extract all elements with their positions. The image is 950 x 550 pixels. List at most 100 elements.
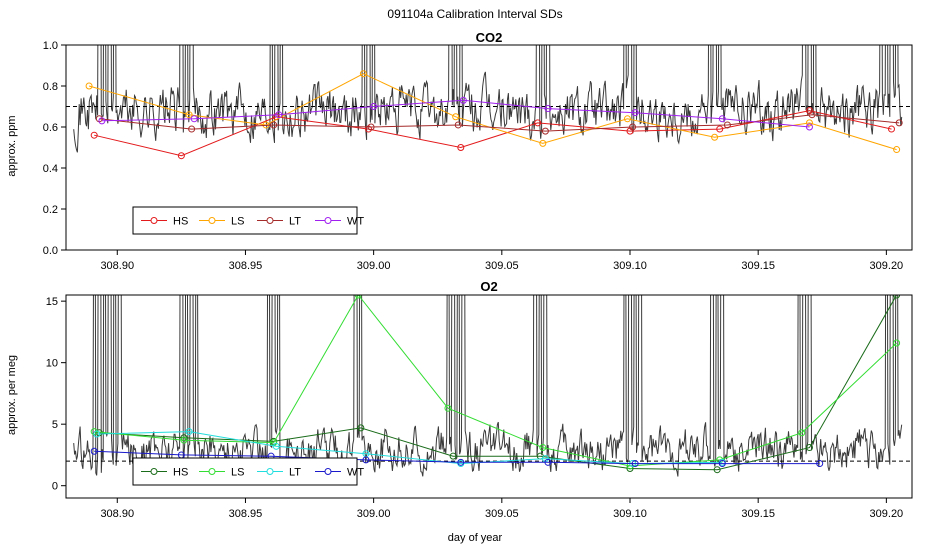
o2-legend-label: HS: [173, 467, 188, 479]
o2-x-tick-label: 309.05: [485, 508, 519, 520]
co2-series-hs-point: [887, 125, 895, 133]
o2-series-wt-point: [457, 458, 465, 466]
o2-series-wt-point: [90, 447, 98, 455]
co2-legend-entry-ls: LS: [199, 216, 244, 228]
co2-series-hs-point: [534, 119, 542, 127]
co2-series-lt-point: [367, 123, 375, 131]
co2-x-tick-label: 308.90: [100, 260, 134, 272]
co2-legend-swatch-marker: [266, 217, 274, 224]
co2-series-wt-point: [98, 117, 106, 125]
o2-legend-swatch-marker: [208, 468, 216, 475]
co2-legend-swatch-marker: [150, 217, 158, 224]
co2-series-lt-point: [895, 119, 903, 127]
o2-series-ls-point: [539, 444, 547, 452]
co2-legend-swatch-marker: [208, 217, 216, 224]
co2-series-lt-point: [270, 121, 278, 129]
co2-series-wt: [98, 96, 813, 131]
o2-x-tick-label: 309.15: [741, 508, 775, 520]
figure-title: 091104a Calibration Interval SDs: [387, 7, 562, 21]
o2-legend: HS LS LT WT: [132, 457, 364, 486]
co2-legend-swatch-marker: [324, 217, 332, 224]
co2-series-lt-point: [629, 123, 637, 131]
o2-background-trace: [73, 295, 903, 477]
co2-series-lt-line: [99, 114, 900, 132]
co2-legend-entry-wt: WT: [315, 216, 364, 228]
co2-series-ls-point: [711, 133, 719, 141]
co2-panel-title: CO2: [476, 30, 503, 45]
co2-legend-box: [132, 206, 358, 235]
co2-series-lt-point: [808, 111, 816, 119]
co2-legend-label: LT: [289, 216, 301, 228]
co2-panel: CO2 approx. ppm 308.90 308.95 309.00 309.05…: [6, 30, 913, 272]
co2-x-tick-label: 309.20: [870, 260, 904, 272]
o2-panel-title: O2: [480, 279, 497, 294]
o2-series-wt-point: [544, 458, 552, 466]
co2-series-hs-point: [716, 125, 724, 133]
o2-series-layer: [90, 295, 901, 474]
co2-series-wt-line: [101, 99, 810, 128]
o2-series-lt-point: [93, 430, 101, 438]
co2-series-ls-point: [185, 111, 193, 119]
o2-legend-swatch-marker: [150, 468, 158, 475]
co2-series-hs-point: [457, 144, 465, 151]
co2-series-wt-point: [544, 105, 552, 113]
co2-legend: HS LS LT WT: [132, 206, 364, 235]
co2-series-wt-point: [275, 111, 283, 119]
co2-series-hs-point: [177, 152, 185, 160]
co2-series-hs-point: [90, 131, 98, 139]
co2-series-ls-point: [85, 82, 93, 90]
o2-panel: O2 approx. per meg day of year 308.90 308…: [6, 279, 913, 544]
o2-x-tick-label: 309.20: [870, 508, 904, 520]
o2-series-hs-point: [449, 452, 457, 460]
o2-x-tick-label: 309.10: [613, 508, 647, 520]
o2-series-wt-point: [718, 460, 726, 468]
co2-y-tick-label: 0.4: [43, 163, 58, 175]
co2-series-ls: [85, 70, 901, 154]
co2-series-ls-point: [893, 146, 901, 154]
o2-series-ls-line: [94, 295, 897, 467]
co2-plot-frame: [65, 44, 913, 251]
co2-series-wt-point: [190, 115, 198, 123]
co2-series-lt-point: [723, 121, 731, 129]
o2-y-tick-label: 0: [52, 481, 58, 493]
co2-series-lt-point: [188, 125, 196, 133]
o2-y-tick-label: 10: [46, 358, 58, 370]
co2-series-ls-point: [359, 70, 367, 78]
o2-y-axis-label: approx. per meg: [6, 355, 18, 435]
o2-series-wt-point: [631, 460, 639, 468]
co2-axes: 308.90 308.95 309.00 309.05 309.10 309.15 309.…: [43, 40, 913, 272]
o2-legend-label: LT: [289, 467, 301, 479]
co2-series-lt-point: [454, 121, 462, 129]
co2-series-wt-point: [805, 123, 813, 131]
o2-series-ls-point: [444, 404, 452, 412]
o2-x-axis-label: day of year: [448, 532, 503, 544]
o2-series-hs-line: [99, 295, 898, 471]
co2-series-ls-point: [805, 119, 813, 127]
co2-series-wt-point: [631, 109, 639, 117]
o2-series-wt-point: [816, 460, 824, 468]
co2-series-wt-point: [459, 96, 467, 104]
o2-series-hs-point: [805, 444, 813, 452]
o2-x-tick-label: 308.90: [100, 508, 134, 520]
o2-legend-label: LS: [231, 467, 244, 479]
co2-series-wt-point: [370, 103, 378, 110]
o2-legend-swatch-marker: [266, 468, 274, 475]
co2-y-tick-label: 1.0: [43, 40, 58, 52]
o2-legend-swatch-marker: [324, 468, 332, 475]
o2-series-wt: [90, 447, 824, 468]
o2-legend-entry-hs: HS: [141, 467, 188, 479]
o2-trace-line: [73, 295, 903, 477]
o2-series-ls-point: [180, 436, 188, 444]
co2-y-tick-label: 0.2: [43, 204, 58, 216]
co2-background-trace: [73, 45, 903, 153]
co2-legend-entry-hs: HS: [141, 216, 188, 228]
co2-series-hs-line: [94, 110, 892, 157]
o2-axes: 308.90 308.95 309.00 309.05 309.10 309.15 309.…: [46, 294, 913, 520]
o2-series-hs-point: [713, 466, 721, 474]
o2-series-hs-point: [180, 434, 188, 442]
o2-series-hs: [95, 295, 901, 474]
co2-series-layer: [85, 70, 903, 160]
o2-series-lt-point: [272, 442, 280, 450]
co2-y-tick-label: 0.6: [43, 122, 58, 134]
